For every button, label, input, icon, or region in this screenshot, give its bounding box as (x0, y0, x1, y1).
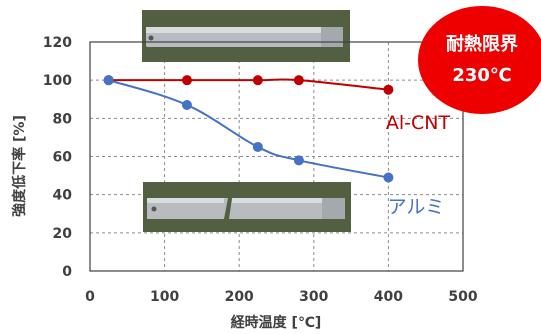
x-tick-label: 300 (299, 289, 328, 305)
series-line-aluminum (108, 79, 389, 179)
x-tick-label: 400 (374, 289, 403, 305)
data-point-al-cnt (383, 84, 394, 95)
y-tick-label: 100 (43, 73, 72, 89)
x-tick-label: 200 (225, 289, 254, 305)
y-tick-label: 0 (62, 264, 72, 280)
y-axis-title: 強度低下率 [%] (11, 115, 28, 217)
x-tick-label: 100 (150, 289, 179, 305)
grid (90, 42, 463, 271)
x-axis-title: 経時温度 [℃] (231, 314, 322, 331)
y-tick-label: 120 (43, 35, 72, 51)
heat-limit-badge: 耐熱限界 230℃ (418, 6, 541, 114)
x-tick-label: 0 (85, 289, 95, 305)
broken-specimen-photo (143, 182, 351, 232)
badge-ellipse (418, 6, 541, 114)
badge-title: 耐熱限界 (446, 33, 518, 55)
series-line-al-cnt (108, 78, 389, 91)
tick-labels: 0 20 40 60 80 100 120 0 100 200 300 400 500 (43, 35, 478, 305)
series-label-al-cnt: Al-CNT (386, 112, 451, 134)
data-point-aluminum (252, 141, 263, 152)
badge-temperature: 230℃ (452, 65, 511, 86)
data-point-aluminum (383, 172, 394, 183)
y-tick-label: 80 (53, 111, 73, 127)
specimen-photos (142, 10, 351, 232)
series-label-aluminum: アルミ (388, 196, 445, 218)
intact-specimen-photo (142, 10, 350, 62)
data-point-aluminum (103, 75, 114, 86)
data-point-aluminum (181, 99, 192, 110)
data-point-al-cnt (252, 75, 263, 86)
data-point-al-cnt (293, 75, 304, 86)
x-tick-label: 500 (448, 289, 477, 305)
data-point-al-cnt (181, 75, 192, 86)
series-labels: Al-CNT アルミ (386, 112, 451, 218)
y-tick-label: 20 (53, 226, 73, 242)
y-tick-label: 40 (53, 188, 73, 204)
series-layer (103, 75, 394, 183)
plot-frame (89, 41, 464, 272)
data-point-aluminum (293, 155, 304, 166)
y-tick-label: 60 (53, 150, 73, 166)
plot-border (89, 41, 464, 272)
